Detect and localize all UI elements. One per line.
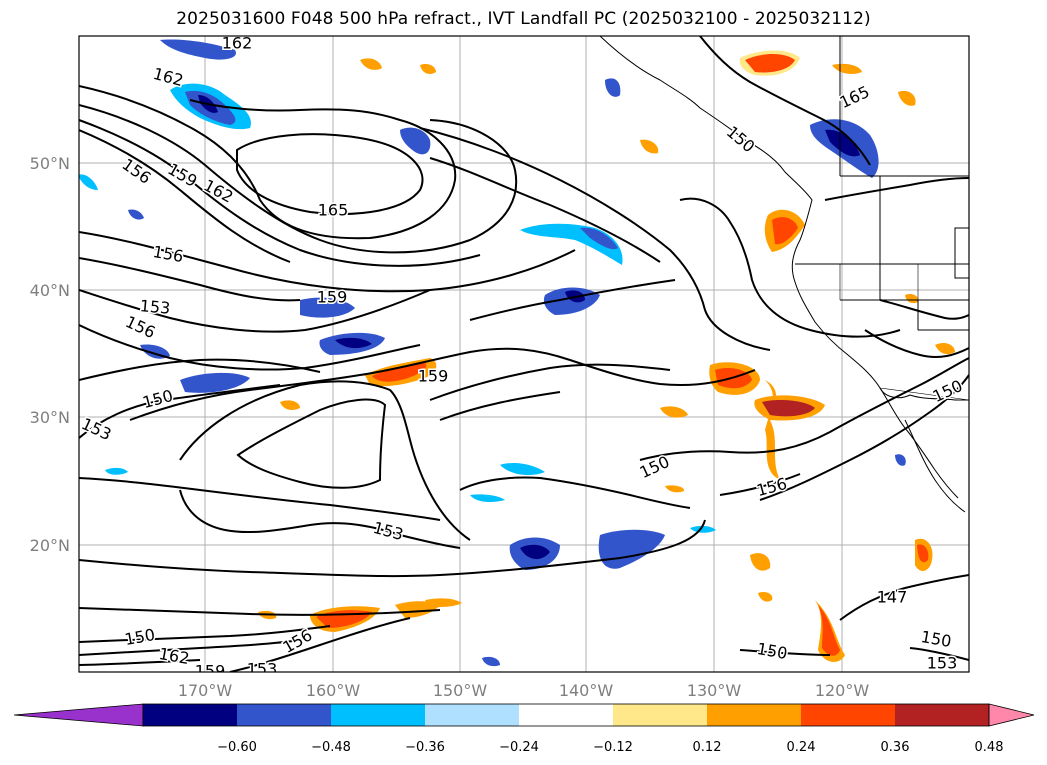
latitude-labels: 50°N 40°N 30°N 20°N bbox=[30, 154, 70, 555]
lon-label-160w: 160°W bbox=[306, 681, 361, 700]
colorbar-tick-label: −0.36 bbox=[405, 740, 445, 755]
lat-label-30n: 30°N bbox=[30, 408, 70, 427]
colorbar-bin bbox=[425, 704, 520, 726]
map-title: 2025031600 F048 500 hPa refract., IVT La… bbox=[176, 9, 871, 29]
colorbar-extend-min bbox=[13, 703, 144, 727]
negative-anomaly-shading bbox=[79, 39, 906, 667]
lon-label-120w: 120°W bbox=[815, 681, 870, 700]
refractivity-contours bbox=[79, 36, 969, 672]
colorbar-bin bbox=[143, 704, 238, 726]
lat-label-20n: 20°N bbox=[30, 536, 70, 555]
colorbar-tick-label: 0.24 bbox=[787, 740, 816, 755]
colorbar-tick-label: 0.36 bbox=[881, 740, 910, 755]
contour-label: 147 bbox=[877, 588, 908, 607]
colorbar-bin bbox=[613, 704, 708, 726]
political-borders bbox=[839, 176, 969, 401]
colorbar-bin bbox=[895, 704, 990, 726]
colorbar-tick-label: −0.12 bbox=[593, 740, 633, 755]
map-frame bbox=[78, 35, 970, 673]
contour-label: 159 bbox=[317, 288, 348, 307]
lon-label-170w: 170°W bbox=[178, 681, 233, 700]
colorbar-frame bbox=[142, 703, 990, 727]
contour-label: 159 bbox=[195, 662, 226, 681]
contour-label: 153 bbox=[247, 660, 278, 679]
colorbar-extend-max bbox=[988, 703, 1035, 727]
colorbar-bin bbox=[707, 704, 802, 726]
longitude-labels: 170°W 160°W 150°W 140°W 130°W 120°W bbox=[178, 681, 870, 700]
contour-label: 165 bbox=[318, 201, 349, 220]
colorbar-bin bbox=[519, 704, 614, 726]
colorbar-bin bbox=[237, 704, 332, 726]
colorbar-tick-label: −0.48 bbox=[311, 740, 351, 755]
lat-label-40n: 40°N bbox=[30, 281, 70, 300]
colorbar-tick-label: −0.24 bbox=[499, 740, 539, 755]
lon-label-140w: 140°W bbox=[559, 681, 614, 700]
colorbar-tick-label: −0.60 bbox=[217, 740, 257, 755]
colorbar-tick-label: 0.12 bbox=[693, 740, 722, 755]
colorbar-tick-label: 0.48 bbox=[975, 740, 1004, 755]
positive-anomaly-shading bbox=[258, 50, 955, 662]
lon-label-130w: 130°W bbox=[687, 681, 742, 700]
lat-label-50n: 50°N bbox=[30, 154, 70, 173]
contour-label: 156 bbox=[151, 242, 184, 266]
contour-label: 153 bbox=[927, 654, 958, 673]
colorbar-bin bbox=[801, 704, 896, 726]
lon-label-150w: 150°W bbox=[433, 681, 488, 700]
contour-label: 162 bbox=[222, 34, 253, 53]
colorbar: −0.60 −0.48 −0.36 −0.24 −0.12 0.12 0.24 0.36 0.4… bbox=[13, 703, 1035, 755]
contour-label: 159 bbox=[418, 367, 449, 386]
colorbar-bin bbox=[331, 704, 426, 726]
contour-label: 153 bbox=[139, 296, 171, 318]
